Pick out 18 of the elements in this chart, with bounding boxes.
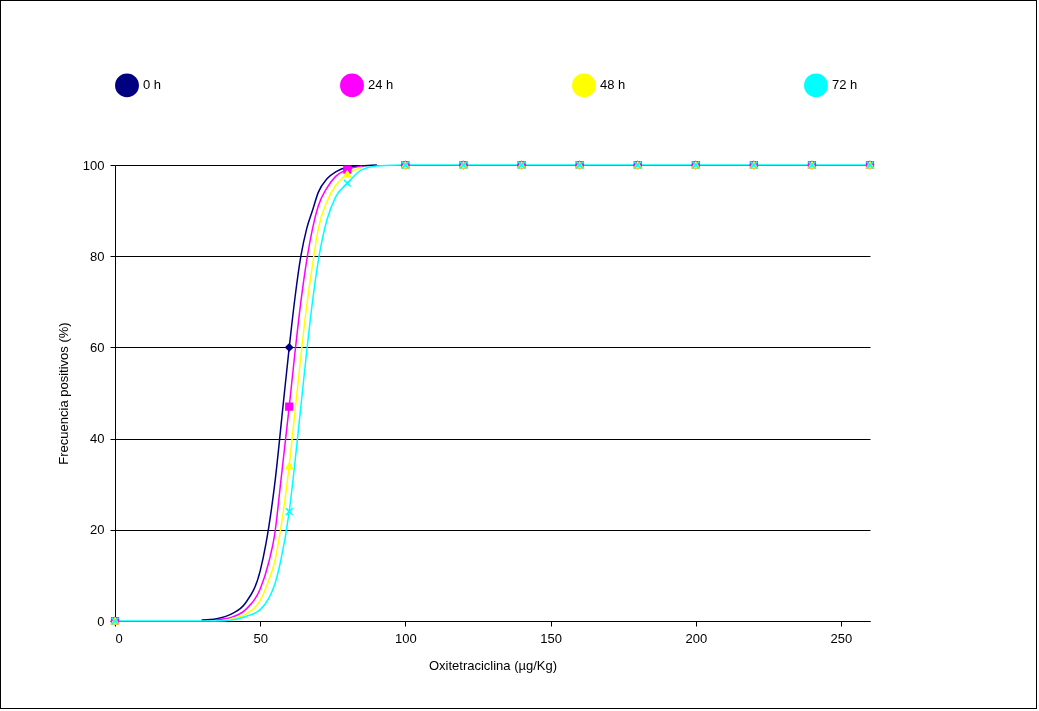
x-tick-label: 200: [685, 630, 708, 646]
legend-label: 24 h: [368, 77, 394, 93]
x-tick-label: 150: [540, 630, 562, 646]
y-tick-label: 100: [82, 157, 105, 173]
y-tick-label: 40: [90, 431, 105, 447]
legend-label: 48 h: [600, 77, 626, 93]
legend-label: 0 h: [143, 77, 162, 93]
y-tick-label: 0: [97, 613, 105, 629]
x-tick-label: 0: [115, 630, 123, 646]
y-axis-title: Frecuencia positivos (%): [55, 322, 71, 465]
x-tick-label: 50: [253, 630, 268, 646]
y-tick-label: 60: [90, 339, 105, 355]
y-tick-label: 20: [90, 522, 105, 538]
x-tick-label: 250: [830, 630, 853, 646]
x-axis-title: Oxitetraciclina (µg/Kg): [428, 657, 558, 673]
y-tick-label: 80: [90, 248, 105, 264]
legend-label: 72 h: [832, 77, 858, 93]
x-tick-label: 100: [395, 630, 417, 646]
